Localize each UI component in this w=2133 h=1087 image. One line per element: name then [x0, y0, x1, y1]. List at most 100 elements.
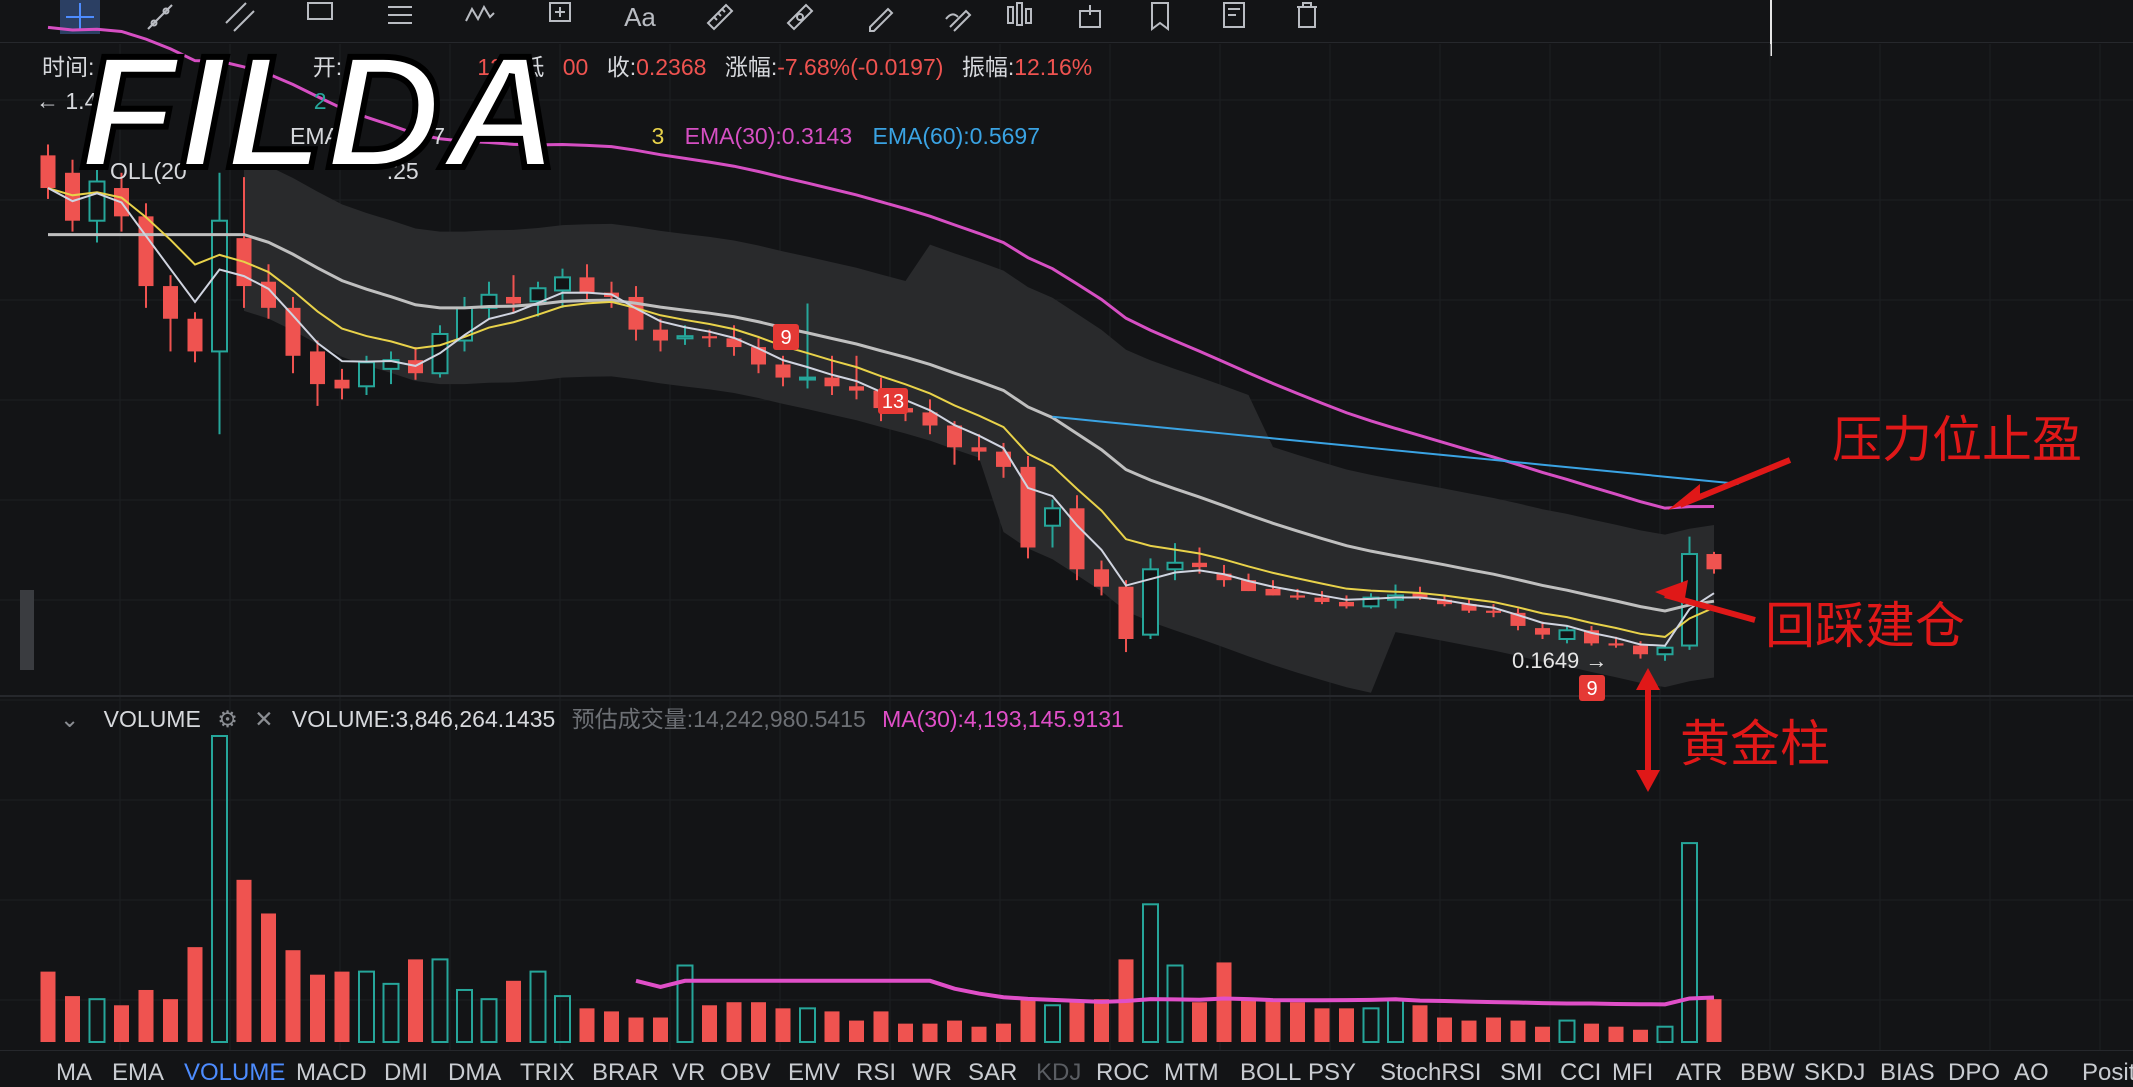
high-value-fragment: 12 — [477, 54, 503, 80]
chevron-down-icon[interactable]: ⌄ — [60, 706, 80, 732]
indicator-tab-dmi[interactable]: DMI — [384, 1059, 428, 1086]
indicator-tab-skdj[interactable]: SKDJ — [1804, 1059, 1866, 1086]
annotation-take-profit: 压力位止盈 — [1832, 411, 2082, 469]
candle — [1706, 551, 1722, 574]
fib-icon[interactable] — [780, 0, 820, 34]
indicator-tab-brar[interactable]: BRAR — [592, 1059, 659, 1086]
indicator-tab-boll[interactable]: BOLL — [1240, 1059, 1302, 1086]
indicator-tab-mfi[interactable]: MFI — [1612, 1059, 1654, 1086]
indicator-tab-rsi[interactable]: RSI — [856, 1059, 897, 1086]
indicator-tab-dpo[interactable]: DPO — [1948, 1059, 2001, 1086]
candle — [579, 264, 595, 302]
indicator-tab-mtm[interactable]: MTM — [1164, 1059, 1219, 1086]
text-icon[interactable]: Aa — [620, 0, 660, 34]
indicator-tab-atr[interactable]: ATR — [1676, 1059, 1723, 1086]
volume-bar — [1069, 1002, 1085, 1042]
indicator-tab-trix[interactable]: TRIX — [520, 1059, 575, 1086]
measure-icon[interactable] — [540, 0, 580, 34]
candle — [187, 312, 203, 363]
indicator-tab-wr[interactable]: WR — [912, 1059, 952, 1086]
time-label: 时间: — [42, 54, 95, 80]
ema-count: 2 — [313, 88, 327, 114]
candle — [1118, 580, 1134, 653]
indicator-tab-ma[interactable]: MA — [56, 1059, 92, 1086]
indicator-tab-ema[interactable]: EMA — [112, 1059, 165, 1086]
ruler-icon[interactable] — [700, 0, 740, 34]
candle-body — [1290, 595, 1305, 598]
candle — [1069, 495, 1085, 581]
volume-ma-line — [635, 978, 1715, 1007]
volume-bar — [1314, 1008, 1330, 1042]
ohlc-info: 时间: 开: 0.25 12 低 00 收:0.2368 涨幅:-7.68%(-0… — [42, 48, 1104, 82]
lock-icon[interactable] — [1070, 0, 1110, 34]
horizontal-lines-icon[interactable] — [380, 0, 420, 34]
candle — [1216, 564, 1232, 587]
note-icon[interactable] — [1215, 0, 1255, 34]
trash-icon[interactable] — [1287, 0, 1327, 34]
candle-body — [726, 338, 742, 348]
volume-bar — [873, 1011, 889, 1042]
candle — [1656, 645, 1674, 661]
parallel-channel-icon[interactable] — [220, 0, 260, 34]
ema60-line — [47, 25, 1715, 510]
volume-bar — [1044, 1004, 1061, 1044]
trend-line-icon[interactable] — [140, 0, 180, 34]
ema60-legend: EMA(60):0.5697 — [872, 123, 1040, 149]
indicator-tab-vr[interactable]: VR — [672, 1059, 706, 1086]
indicator-tab-sar[interactable]: SAR — [968, 1059, 1018, 1086]
volume-bar — [358, 970, 375, 1043]
bars-icon[interactable] — [1000, 0, 1040, 34]
open-label: 开: — [312, 54, 343, 80]
volume-bar — [1461, 1020, 1477, 1042]
indicator-tab-bias[interactable]: BIAS — [1880, 1059, 1935, 1086]
scroll-prefix[interactable]: ← 1.4 — [36, 88, 98, 114]
low-value: 00 — [562, 54, 589, 80]
settings-icon[interactable]: ⚙ — [217, 706, 238, 732]
indicator-tab-smi[interactable]: SMI — [1500, 1059, 1543, 1086]
volume-bar — [1362, 1007, 1380, 1044]
candle — [676, 325, 694, 345]
rectangle-icon[interactable] — [300, 0, 340, 34]
boll-value: .25 — [386, 158, 419, 184]
volume-bar — [456, 988, 473, 1043]
volume-bar — [1412, 1005, 1428, 1042]
candle-body — [1166, 561, 1184, 571]
candle-body — [1044, 507, 1061, 527]
indicator-tab-emv[interactable]: EMV — [788, 1059, 841, 1086]
indicator-tab-stochrsi[interactable]: StochRSI — [1380, 1059, 1482, 1086]
indicator-tab-ao[interactable]: AO — [2014, 1059, 2049, 1086]
panel-handle[interactable] — [20, 590, 34, 670]
td-tag-label: 13 — [882, 391, 904, 413]
candle — [138, 203, 154, 308]
indicator-tab-posit[interactable]: Posit — [2082, 1059, 2133, 1086]
indicator-tab-obv[interactable]: OBV — [720, 1059, 771, 1086]
indicator-tab-psy[interactable]: PSY — [1308, 1059, 1357, 1086]
pencil-icon[interactable] — [860, 0, 900, 34]
indicator-tab-macd[interactable]: MACD — [296, 1059, 367, 1086]
indicator-tab-kdj[interactable]: KDJ — [1036, 1059, 1082, 1086]
candle — [1020, 456, 1036, 559]
indicator-tab-volume[interactable]: VOLUME — [184, 1059, 286, 1086]
close-value: 0.2368 — [636, 54, 707, 80]
close-icon[interactable]: ✕ — [254, 706, 274, 732]
pattern-icon[interactable] — [460, 0, 500, 34]
volume-bar — [799, 1007, 816, 1044]
volume-bar — [65, 996, 80, 1042]
td-tag-box — [773, 324, 799, 350]
volume-bar — [1510, 1020, 1526, 1042]
candle-body — [1216, 573, 1232, 581]
indicator-tab-dma[interactable]: DMA — [448, 1059, 502, 1086]
volume-bar — [628, 1017, 644, 1042]
indicator-tab-roc[interactable]: ROC — [1096, 1059, 1150, 1086]
indicator-tab-bbw[interactable]: BBW — [1740, 1059, 1795, 1086]
volume-estimate: 预估成交量:14,242,980.5415 — [571, 706, 866, 732]
price-chart[interactable]: 9 13 9 — [0, 0, 2133, 1050]
candle — [1558, 625, 1576, 644]
candle — [947, 421, 962, 465]
volume-ma: MA(30):4,193,145.9131 — [882, 706, 1124, 732]
brush-icon[interactable] — [940, 0, 980, 34]
volume-bar — [1584, 1023, 1599, 1042]
indicator-tab-cci[interactable]: CCI — [1560, 1059, 1602, 1086]
volume-bar — [775, 1008, 791, 1042]
bookmark-icon[interactable] — [1140, 0, 1180, 34]
